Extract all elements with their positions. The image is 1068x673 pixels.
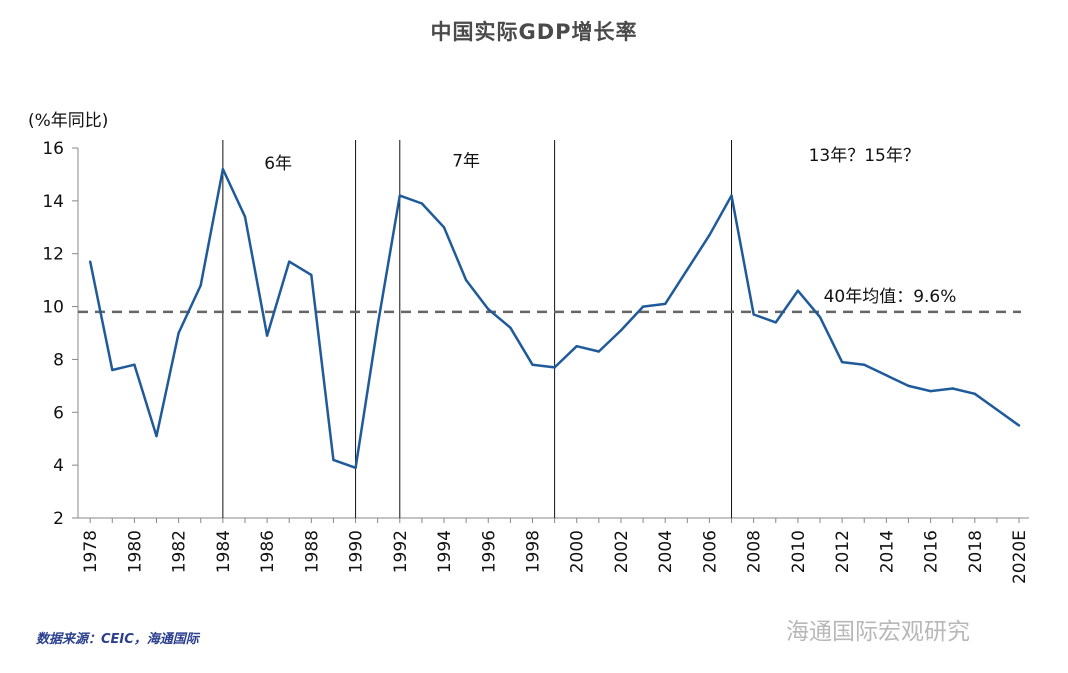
data-point — [553, 366, 556, 369]
data-point — [641, 305, 645, 308]
data-point — [686, 268, 689, 271]
data-point — [133, 363, 136, 366]
x-tick-label: 1982 — [170, 530, 190, 573]
y-tick-label: 14 — [42, 192, 64, 212]
x-tick-label: 2018 — [966, 530, 986, 573]
x-tick-label: 2004 — [656, 530, 676, 573]
x-tick-label: 1978 — [81, 530, 101, 573]
data-point — [730, 194, 733, 197]
x-tick-label: 1996 — [479, 530, 499, 573]
data-point — [929, 389, 932, 393]
data-point — [199, 284, 202, 287]
x-tick-label: 2020E — [1010, 530, 1030, 584]
data-point — [531, 363, 534, 366]
x-tick-label: 2000 — [568, 530, 588, 573]
y-tick-label: 10 — [42, 298, 64, 318]
x-tick-label: 2002 — [612, 530, 632, 573]
data-point — [88, 260, 92, 263]
data-point — [221, 167, 225, 171]
data-point — [1017, 424, 1021, 427]
data-point — [597, 350, 601, 353]
chart-title: 中国实际GDP增长率 — [430, 20, 638, 44]
data-point — [885, 374, 888, 377]
x-tick-label: 2012 — [833, 530, 853, 573]
x-tick-label: 1990 — [347, 530, 367, 573]
data-point — [907, 384, 910, 388]
period-annotation: 6年 — [264, 154, 292, 174]
data-point — [752, 313, 755, 316]
period-divider-lines — [222, 140, 733, 518]
data-point — [995, 408, 999, 411]
data-point — [442, 226, 446, 229]
data-point — [354, 466, 357, 469]
y-tick-label: 2 — [53, 509, 64, 529]
data-point — [708, 234, 711, 237]
x-tick-label: 1992 — [391, 530, 411, 573]
x-tick-label: 2008 — [745, 530, 765, 573]
data-point — [310, 273, 313, 277]
data-point — [663, 302, 667, 306]
data-point — [509, 326, 512, 329]
data-point — [420, 202, 424, 205]
data-point — [840, 360, 844, 364]
y-tick-label: 8 — [53, 350, 64, 370]
data-point — [398, 194, 401, 197]
mean-line-label: 40年均值：9.6% — [824, 287, 957, 307]
x-tick-label: 2014 — [877, 530, 897, 573]
data-point — [332, 458, 335, 462]
data-point — [464, 278, 468, 282]
y-tick-label: 4 — [53, 456, 64, 476]
data-point — [796, 289, 800, 292]
x-tick-label: 1986 — [258, 530, 278, 573]
data-point — [265, 334, 269, 337]
chart-axes: 2 4 6 8 10 12 14 16 1978 1980 1982 1984 1986 1988 1990… — [42, 139, 1030, 584]
y-tick-label: 12 — [42, 245, 64, 265]
x-tick-label: 2010 — [789, 530, 809, 573]
period-annotation: 7年 — [452, 152, 480, 172]
mean-line-group: 40年均值：9.6% — [78, 287, 1021, 314]
data-point — [111, 368, 114, 372]
data-point — [973, 392, 977, 395]
y-tick-label: 6 — [53, 403, 64, 423]
y-tick-label: 16 — [42, 139, 64, 159]
x-tick-label: 1984 — [214, 530, 234, 573]
x-tick-label: 1980 — [125, 530, 145, 573]
data-point — [951, 387, 954, 390]
data-point — [575, 345, 578, 348]
x-tick-label: 1994 — [435, 530, 455, 573]
data-point — [243, 215, 247, 218]
data-source-note: 数据来源：CEIC，海通国际 — [36, 632, 199, 647]
data-point — [177, 331, 180, 335]
data-point — [376, 323, 379, 327]
data-point — [155, 434, 158, 438]
gdp-series — [88, 167, 1021, 470]
x-tick-label: 1988 — [302, 530, 322, 573]
y-axis-unit-label: (%年同比) — [28, 111, 109, 131]
watermark-text: 海通国际宏观研究 — [786, 619, 970, 645]
period-annotation: 13年？15年？ — [809, 146, 920, 166]
annotations: 6年 7年 13年？15年？ — [264, 146, 920, 174]
data-point — [288, 260, 291, 263]
x-tick-label: 2016 — [922, 530, 942, 573]
data-point — [863, 363, 866, 366]
data-point — [619, 329, 623, 332]
data-point — [487, 308, 490, 311]
data-point — [818, 315, 822, 319]
x-tick-label: 2006 — [700, 530, 720, 573]
x-tick-label: 1998 — [523, 530, 543, 573]
data-point — [774, 321, 777, 324]
